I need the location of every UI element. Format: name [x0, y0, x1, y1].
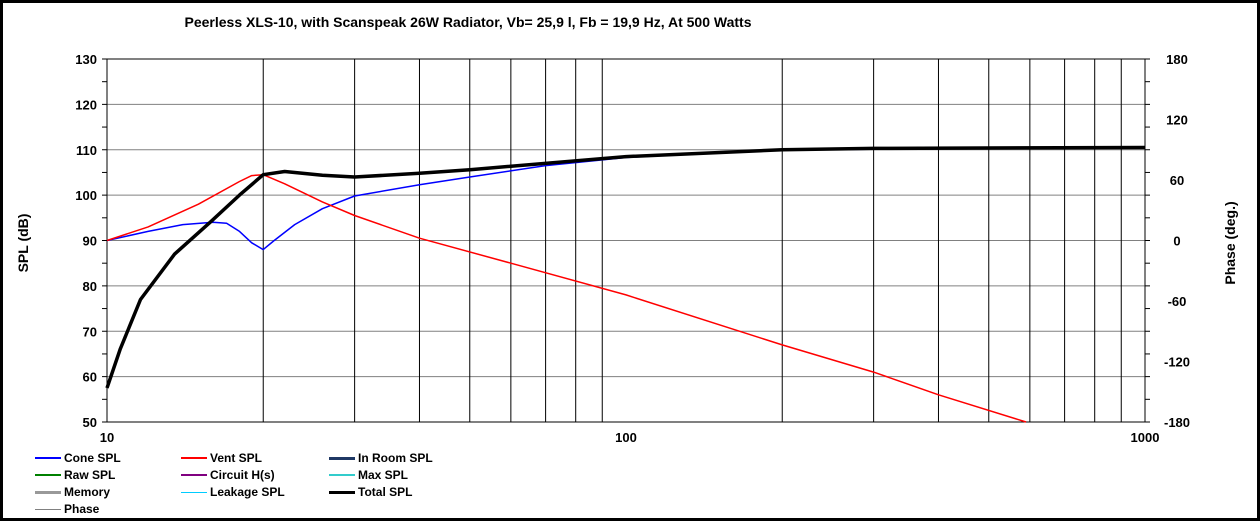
legend-swatch: [35, 474, 61, 476]
legend-item: In Room SPL: [329, 451, 433, 465]
y2-tick-label: 180: [1166, 52, 1188, 67]
y-tick-label: 90: [83, 234, 97, 249]
legend-label: Raw SPL: [64, 468, 116, 482]
x-tick-label: 100: [615, 430, 637, 445]
series-total-spl: [105, 145, 1146, 389]
y2-tick-label: 120: [1166, 113, 1188, 128]
legend-item: Phase: [35, 502, 99, 516]
legend-label: Cone SPL: [64, 451, 121, 465]
y2-tick-label: 60: [1170, 173, 1184, 188]
legend-swatch: [35, 508, 61, 510]
y-tick-label: 50: [83, 415, 97, 430]
legend-item: Circuit H(s): [181, 468, 275, 482]
y-axis-label: SPL (dB): [15, 214, 31, 273]
x-tick-label: 1000: [1131, 430, 1160, 445]
y-tick-label: 110: [76, 143, 97, 158]
y2-axis-label: Phase (deg.): [1222, 201, 1238, 284]
series-vent-spl: [106, 173, 1027, 423]
legend-swatch: [329, 490, 355, 494]
legend-swatch: [329, 456, 355, 460]
legend-item: Cone SPL: [35, 451, 121, 465]
y2-tick-label: -180: [1164, 415, 1190, 430]
legend-swatch: [35, 457, 61, 459]
legend-label: In Room SPL: [358, 451, 433, 465]
legend-label: Vent SPL: [210, 451, 263, 465]
series-cone-spl: [106, 146, 1146, 251]
legend-label: Memory: [64, 485, 111, 499]
legend-swatch: [35, 490, 61, 494]
legend-swatch: [181, 474, 207, 476]
legend-swatch: [181, 491, 207, 493]
y-tick-label: 130: [75, 52, 97, 67]
y-tick-label: 70: [83, 324, 97, 339]
y2-tick-label: 0: [1173, 234, 1180, 249]
legend-swatch: [181, 457, 207, 459]
legend-item: Max SPL: [329, 468, 408, 482]
legend-label: Leakage SPL: [210, 485, 285, 499]
legend-label: Phase: [64, 502, 100, 516]
y-tick-label: 120: [75, 97, 97, 112]
legend-label: Circuit H(s): [210, 468, 275, 482]
chart-title: Peerless XLS-10, with Scanspeak 26W Radi…: [185, 14, 752, 30]
legend-swatch: [329, 474, 355, 476]
legend-label: Max SPL: [358, 468, 409, 482]
legend-item: Vent SPL: [181, 451, 262, 465]
legend-item: Raw SPL: [35, 468, 115, 482]
legend-item: Memory: [35, 485, 110, 499]
x-tick-label: 10: [100, 430, 114, 445]
legend-item: Leakage SPL: [181, 485, 285, 499]
y2-tick-label: -120: [1164, 355, 1190, 370]
legend-label: Total SPL: [358, 485, 413, 499]
legend-item: Total SPL: [329, 485, 412, 499]
y-tick-label: 60: [83, 370, 97, 385]
y2-tick-label: -60: [1168, 294, 1187, 309]
y-tick-label: 100: [75, 188, 97, 203]
y-tick-label: 80: [83, 279, 97, 294]
spl-chart: Peerless XLS-10, with Scanspeak 26W Radi…: [15, 14, 1238, 445]
